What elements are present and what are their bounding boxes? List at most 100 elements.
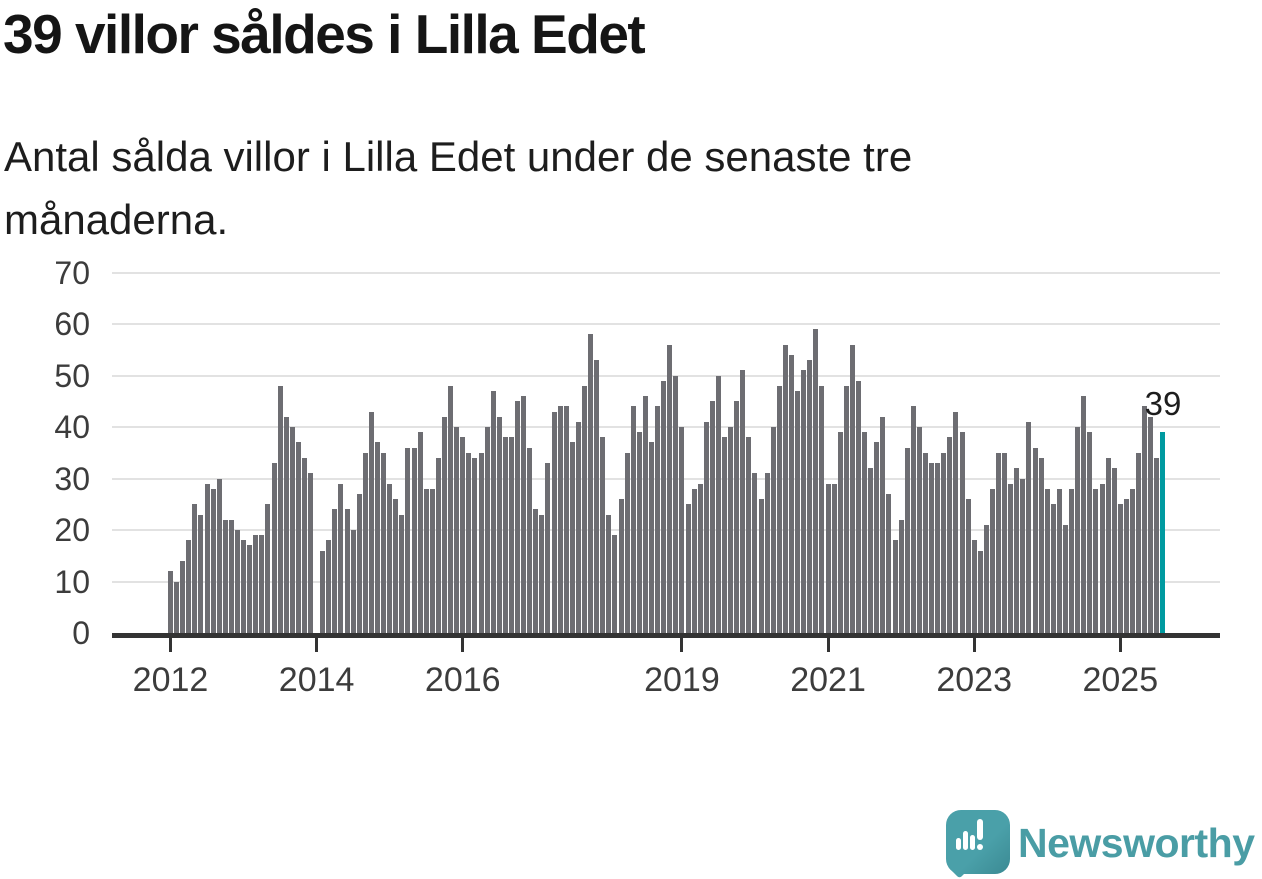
bar — [722, 437, 728, 633]
bar — [204, 483, 210, 633]
bar — [1044, 488, 1050, 633]
bar — [368, 411, 374, 633]
bar — [180, 560, 186, 633]
bar — [521, 396, 527, 633]
bar — [441, 416, 447, 633]
bar — [648, 442, 654, 633]
bar — [728, 427, 734, 633]
bar — [929, 463, 935, 633]
bar — [569, 442, 575, 633]
bar — [265, 504, 271, 633]
x-axis-label-2021: 2021 — [790, 661, 866, 699]
bar — [283, 416, 289, 633]
bar — [381, 452, 387, 633]
x-axis-label-2025: 2025 — [1082, 661, 1159, 699]
bar — [989, 488, 995, 633]
x-axis-label-2012: 2012 — [132, 661, 209, 699]
x-axis-tick-2012 — [169, 637, 172, 652]
y-axis-label-60: 60 — [54, 306, 90, 342]
bar — [655, 406, 661, 633]
bar — [874, 442, 880, 633]
newsworthy-wordmark: Newsworthy — [1018, 820, 1255, 866]
bar — [642, 396, 648, 633]
bar — [515, 401, 521, 633]
bar — [971, 540, 977, 633]
bar — [837, 432, 843, 633]
bar — [1069, 488, 1075, 633]
bar — [551, 411, 557, 633]
bar — [996, 452, 1002, 633]
x-axis-label-2014: 2014 — [278, 661, 355, 699]
bar — [563, 406, 569, 633]
bar — [1099, 483, 1105, 633]
bar — [405, 447, 411, 633]
bar — [770, 427, 776, 633]
bar — [892, 540, 898, 633]
y-axis-label-10: 10 — [54, 563, 90, 600]
bar — [192, 504, 198, 633]
bar — [210, 488, 216, 633]
bar — [977, 550, 983, 633]
bar — [910, 406, 916, 633]
bar — [734, 401, 740, 633]
bar — [338, 483, 344, 633]
bar — [740, 370, 746, 633]
bar — [636, 432, 642, 633]
bar — [253, 535, 259, 633]
bar — [789, 354, 795, 633]
bar — [247, 545, 253, 633]
newsworthy-logo: Newsworthy — [946, 810, 1262, 879]
bar — [557, 406, 563, 633]
x-axis-label-2023: 2023 — [936, 661, 1012, 699]
bar — [1032, 447, 1038, 633]
bar — [795, 390, 801, 633]
y-axis-label-20: 20 — [54, 512, 90, 548]
bar — [533, 509, 539, 633]
bar — [1002, 452, 1008, 633]
bar — [606, 514, 612, 633]
gridline-70 — [112, 271, 1220, 274]
bar — [746, 437, 752, 633]
bar — [715, 375, 721, 633]
bar — [1056, 488, 1062, 633]
bar — [1136, 452, 1142, 633]
bar — [600, 437, 606, 633]
bar — [289, 427, 295, 633]
logo-mini-bar-1 — [956, 838, 961, 850]
bar — [1038, 457, 1044, 633]
bar — [466, 452, 472, 633]
bar — [1129, 488, 1135, 633]
bar — [1154, 457, 1160, 633]
bar — [819, 385, 825, 633]
y-axis-label-40: 40 — [54, 409, 90, 445]
bar — [1142, 406, 1148, 633]
bar — [1123, 499, 1129, 633]
bar — [825, 483, 831, 633]
bar — [271, 463, 277, 633]
bar — [898, 519, 904, 633]
bar — [843, 385, 849, 633]
bar — [350, 530, 356, 633]
gridline-50 — [112, 374, 1220, 377]
bar — [490, 390, 496, 633]
logo-mini-bar-3 — [970, 835, 975, 850]
bar — [661, 380, 667, 633]
bar — [222, 519, 228, 633]
x-axis-label-2016: 2016 — [424, 661, 501, 699]
bar — [691, 488, 697, 633]
x-axis-tick-2014 — [315, 637, 319, 652]
page-title: 39 villor såldes i Lilla Edet — [3, 3, 646, 65]
bar — [362, 452, 368, 633]
bar — [295, 442, 301, 633]
logo-exclamation-dot — [977, 844, 983, 850]
bar — [375, 442, 380, 633]
bar — [959, 432, 965, 633]
bar — [484, 427, 490, 633]
bar — [216, 478, 222, 633]
bar — [764, 473, 770, 633]
bar — [399, 514, 405, 633]
bar — [941, 452, 947, 633]
bar — [880, 416, 886, 633]
bar — [417, 432, 423, 633]
bar — [1117, 504, 1123, 633]
